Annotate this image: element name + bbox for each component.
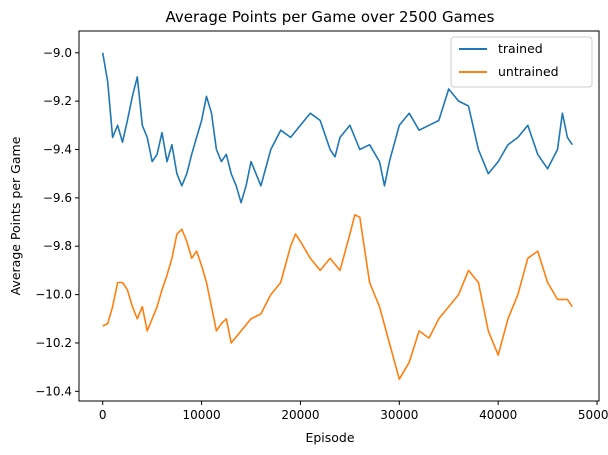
series-line-trained <box>101 52 573 204</box>
y-tick-label: −10.0 <box>35 288 72 302</box>
y-axis-ticks: −9.0 −9.2 −9.4 −9.6 −9.8 −10.0 −10.2 −10.4 <box>35 46 79 398</box>
x-tick-label: 50000 <box>578 408 608 422</box>
y-tick-label: −10.2 <box>35 336 72 350</box>
x-axis-label: Episode <box>305 430 354 445</box>
x-tick-label: 40000 <box>479 408 517 422</box>
x-tick-label: 10000 <box>182 408 220 422</box>
x-tick-label: 20000 <box>281 408 319 422</box>
chart-title: Average Points per Game over 2500 Games <box>166 8 495 26</box>
y-tick-label: −9.6 <box>43 191 72 205</box>
y-tick-label: −9.0 <box>43 46 72 60</box>
x-axis-ticks: 0 10000 20000 30000 40000 50000 <box>99 401 608 422</box>
x-tick-label: 30000 <box>380 408 418 422</box>
y-tick-label: −9.8 <box>43 239 72 253</box>
legend-label-trained: trained <box>498 41 543 56</box>
legend: trained untrained <box>450 36 593 88</box>
x-tick-label: 0 <box>99 408 107 422</box>
y-axis-label: Average Points per Game <box>8 136 23 295</box>
y-tick-label: −10.4 <box>35 384 72 398</box>
plot-frame <box>78 30 600 402</box>
series-line-untrained <box>102 214 573 381</box>
legend-label-untrained: untrained <box>498 64 559 79</box>
y-tick-label: −9.2 <box>43 94 72 108</box>
series-layer <box>101 52 573 381</box>
y-tick-label: −9.4 <box>43 142 72 156</box>
